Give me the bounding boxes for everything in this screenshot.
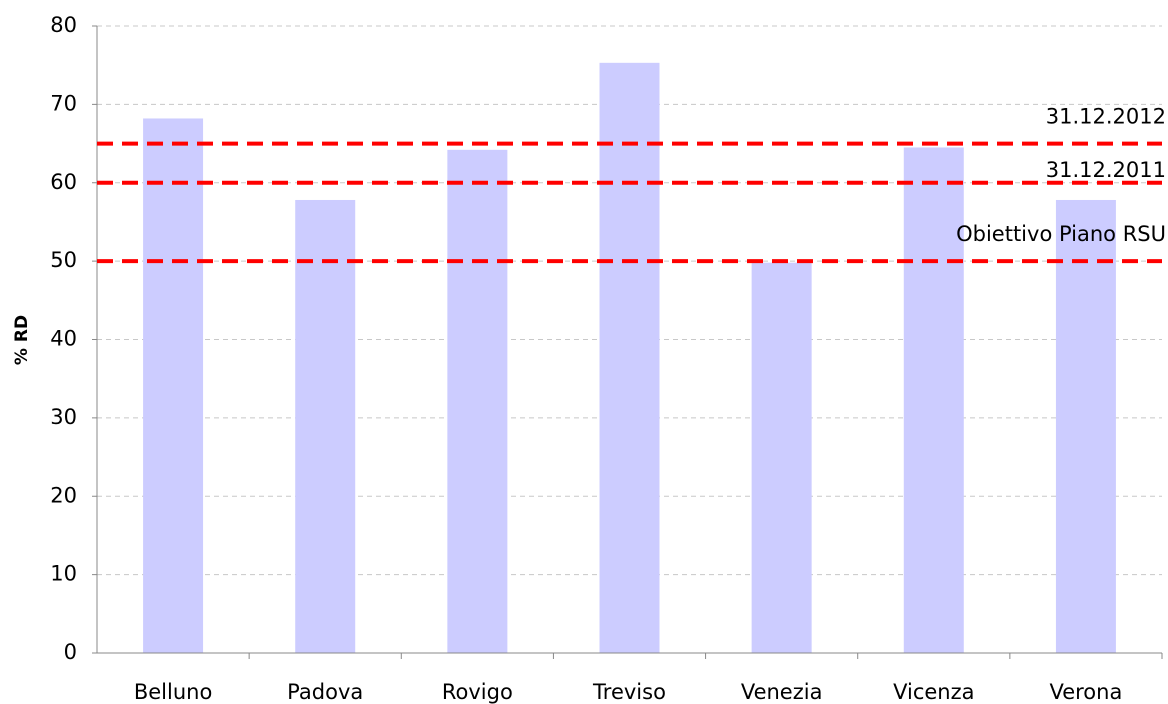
y-tick-label: 10 xyxy=(50,562,77,586)
reference-label: 31.12.2012 xyxy=(1046,105,1166,129)
y-axis-title: % RD xyxy=(12,315,32,365)
bar xyxy=(143,118,204,654)
y-tick-label: 80 xyxy=(50,13,77,37)
reference-label: Obiettivo Piano RSU xyxy=(956,222,1166,246)
x-tick-label: Verona xyxy=(1049,680,1122,704)
y-tick-label: 40 xyxy=(50,327,77,351)
x-tick-label: Venezia xyxy=(741,680,823,704)
x-tick-label: Padova xyxy=(287,680,363,704)
x-tick-label: Treviso xyxy=(592,680,666,704)
reference-label: 31.12.2011 xyxy=(1046,158,1166,182)
y-tick-label: 20 xyxy=(50,483,77,507)
bar xyxy=(447,149,508,653)
bar xyxy=(295,199,356,653)
y-tick-label: 70 xyxy=(50,91,77,115)
bar xyxy=(599,62,660,654)
y-tick-label: 50 xyxy=(50,248,77,272)
y-tick-label: 0 xyxy=(64,640,77,664)
bar xyxy=(1055,199,1116,653)
bar xyxy=(903,147,964,653)
x-tick-label: Rovigo xyxy=(442,680,513,704)
y-tick-label: 30 xyxy=(50,405,77,429)
x-tick-label: Belluno xyxy=(134,680,212,704)
bar xyxy=(751,262,812,653)
y-tick-label: 60 xyxy=(50,170,77,194)
x-tick-label: Vicenza xyxy=(893,680,974,704)
